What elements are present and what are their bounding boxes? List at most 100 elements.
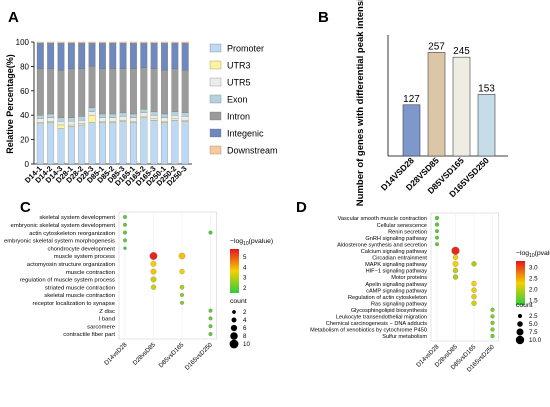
panel-a-bar-segment xyxy=(109,121,117,123)
panel-b-data-label: 245 xyxy=(453,46,470,57)
dot-plot-point xyxy=(434,215,440,221)
panel-a-legend-label: Integenic xyxy=(227,129,264,139)
panel-a-bar-segment xyxy=(67,117,75,122)
panel-a-bar-segment xyxy=(181,112,189,117)
panel-a-bar-segment xyxy=(47,41,55,44)
size-legend-dot xyxy=(230,324,238,332)
panel-a-bar-segment xyxy=(47,43,55,69)
panel-a-bar-segment xyxy=(78,68,86,117)
panel-a-bar-segment xyxy=(171,41,179,44)
panel-a-bar-segment xyxy=(36,68,44,116)
panel-a-bar-segment xyxy=(119,116,127,121)
panel-a-bar-segment xyxy=(171,111,179,116)
panel-a-bar-segment xyxy=(98,117,106,122)
panel-a-bar-segment xyxy=(161,117,168,122)
panel-a-bar-segment xyxy=(67,121,75,126)
panel-a-bar-segment xyxy=(130,43,137,69)
panel-a-bar-segment xyxy=(78,124,86,165)
panel-a-bar-segment xyxy=(171,119,179,165)
dot-plot-term-label: Renin secretion xyxy=(388,229,427,235)
dot-plot-term-label: Glycosphingolipid biosynthesis xyxy=(351,308,427,314)
panel-a-bar-segment xyxy=(150,68,158,112)
panel-a-bar-segment xyxy=(98,41,106,44)
panel-a-bar-segment xyxy=(78,123,86,126)
panel-a-bar-segment xyxy=(78,41,86,44)
dot-plot-term-label: muscle contraction xyxy=(66,270,115,276)
panel-a-bar-segment xyxy=(88,115,96,123)
panel-a-bar-segment xyxy=(98,68,106,115)
dot-plot-term-label: GnRH signaling pathway xyxy=(365,236,427,242)
color-legend-bar xyxy=(230,249,239,293)
panel-d-dot-plot: D14vsD28D28vsD85D85vsD165D165vsD250Vascu… xyxy=(310,212,550,374)
panel-a-bar-segment xyxy=(78,43,86,69)
dot-plot-point xyxy=(123,246,127,250)
dot-plot-point xyxy=(150,284,157,290)
size-legend-label: 5.0 xyxy=(529,321,538,328)
dot-plot-term-label: HIF−1 signaling pathway xyxy=(366,269,428,275)
dot-plot-point xyxy=(208,230,213,235)
dot-plot-point xyxy=(123,230,127,235)
panel-a-bar-segment xyxy=(57,128,65,165)
dot-plot-term-label: Apelin signaling pathway xyxy=(365,282,427,288)
panel-a-bar-segment xyxy=(47,122,55,165)
dot-plot-point xyxy=(150,260,157,267)
panel-a-bar-segment xyxy=(98,122,106,165)
panel-a-bar-segment xyxy=(150,111,158,116)
dot-plot-point xyxy=(178,252,186,260)
panel-a-bar-segment xyxy=(36,123,44,165)
dot-plot-x-tick-label: D14vsD28 xyxy=(103,341,129,367)
dot-plot-point xyxy=(435,229,439,234)
panel-a-bar-segment xyxy=(67,43,75,69)
panel-a-bar-segment xyxy=(119,119,127,122)
dot-plot-term-label: Regulation of actin cytoskeleton xyxy=(348,295,427,301)
panel-b-data-label: 153 xyxy=(478,83,495,94)
panel-a-y-axis-label: Relative Percentage(%) xyxy=(5,54,15,154)
size-legend-dot xyxy=(231,317,237,323)
dot-plot-point xyxy=(471,300,477,306)
size-legend-dot xyxy=(230,332,238,340)
dot-plot-point xyxy=(490,314,495,319)
size-legend-label: 8 xyxy=(243,333,247,340)
panel-a-bar-segment xyxy=(130,117,137,122)
panel-b-y-axis-label: Number of genes with differential peak i… xyxy=(355,0,366,206)
panel-a-legend-label: Promoter xyxy=(227,44,264,54)
dot-plot-point xyxy=(490,327,495,332)
panel-a-y-tick-label: 80 xyxy=(20,62,29,71)
panel-a-bar-segment xyxy=(119,41,127,44)
color-legend-tick-label: 3 xyxy=(243,275,247,282)
dot-plot-point xyxy=(208,308,213,313)
panel-a-bar-segment xyxy=(130,122,137,165)
size-legend-dot xyxy=(516,328,524,336)
dot-plot-term-label: receptor localization to synapse xyxy=(32,301,115,307)
color-legend-bar xyxy=(516,261,525,305)
size-legend-dot xyxy=(517,313,523,319)
panel-a-bar-segment xyxy=(181,121,189,165)
panel-a-bar-segment xyxy=(161,41,168,44)
panel-a-legend-swatch xyxy=(209,94,222,104)
color-legend-title: −log10(pvalue) xyxy=(230,238,273,247)
panel-a-bar-segment xyxy=(88,43,96,67)
panel-a-legend-label: UTR3 xyxy=(227,61,251,71)
color-legend-tick-label: 3.0 xyxy=(529,265,538,272)
panel-a-bar-segment xyxy=(171,115,179,119)
dot-plot-term-label: skeletal muscle contraction xyxy=(44,293,115,299)
color-legend-tick-label: 2 xyxy=(243,285,247,292)
dot-plot-point xyxy=(452,274,459,280)
panel-a-bar-segment xyxy=(98,43,106,69)
dot-plot-point xyxy=(149,252,158,260)
panel-a-bar-segment xyxy=(57,124,65,129)
size-legend-label: 2.5 xyxy=(529,313,538,320)
panel-a-bar-segment xyxy=(181,41,189,44)
dot-plot-point xyxy=(471,287,477,293)
panel-a-bar-segment xyxy=(171,68,179,112)
dot-plot-x-tick-label: D165vsD250 xyxy=(184,341,215,372)
size-legend-label: 10 xyxy=(243,341,250,348)
dot-plot-point xyxy=(179,268,185,275)
panel-a-bar-segment xyxy=(171,118,179,121)
panel-a-y-tick-label: 100 xyxy=(16,38,30,47)
dot-plot-term-label: Motor proteins xyxy=(391,275,427,281)
panel-a-bar-segment xyxy=(130,41,137,44)
dot-plot-point xyxy=(208,316,213,321)
panel-b-bar xyxy=(477,93,496,157)
